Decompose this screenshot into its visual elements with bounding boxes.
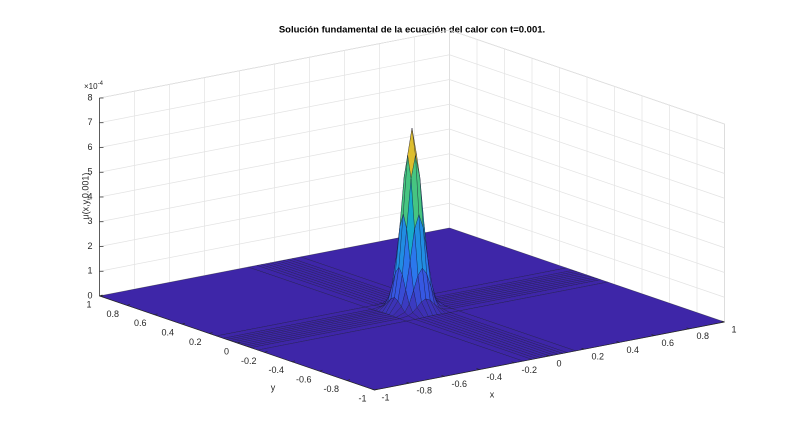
y-tick: [319, 369, 323, 372]
y-tick-label: -0.8: [323, 384, 339, 394]
y-tick: [374, 388, 378, 391]
y-tick-label: 0.8: [106, 309, 119, 319]
z-tick-label: 4: [87, 191, 92, 201]
chart-title: Solución fundamental de la ecuación del …: [279, 25, 545, 36]
x-tick-label: 0.8: [697, 331, 710, 341]
x-tick-label: 0.6: [662, 338, 675, 348]
x-tick: [546, 354, 550, 357]
x-tick: [651, 334, 655, 336]
y-tick: [154, 313, 158, 316]
y-tick-label: 0.6: [134, 318, 147, 328]
x-tick-label: -0.2: [522, 365, 538, 375]
x-tick-label: 0: [557, 358, 562, 368]
z-tick-label: 2: [87, 241, 92, 251]
z-tick-label: 6: [87, 142, 92, 152]
y-tick: [291, 360, 296, 363]
z-scale: ×10-4: [84, 81, 104, 92]
y-tick: [126, 304, 131, 306]
x-tick: [581, 347, 585, 350]
x-tick-label: 1: [732, 324, 737, 334]
y-tick-label: -0.4: [268, 365, 284, 375]
y-axis-label: y: [271, 382, 276, 392]
y-tick-label: 1: [86, 299, 91, 309]
y-tick-label: -1: [358, 393, 366, 403]
z-tick-label: 1: [87, 266, 92, 276]
z-tick-label: 0: [87, 290, 92, 300]
y-tick-label: 0: [224, 346, 229, 356]
grid-line: [99, 178, 725, 273]
y-tick-label: 0.2: [189, 337, 202, 347]
z-scale-base: ×10: [84, 82, 98, 91]
y-tick: [264, 351, 268, 353]
x-tick: [406, 381, 410, 384]
y-tick-label: 0.4: [161, 328, 174, 338]
grid-line: [99, 128, 725, 224]
x-tick: [441, 375, 445, 377]
x-tick-label: -0.6: [452, 379, 468, 389]
z-tick-label: 7: [87, 117, 92, 127]
z-tick-label: 3: [87, 216, 92, 226]
y-tick: [346, 379, 351, 381]
y-tick: [181, 322, 186, 325]
grid-line: [99, 153, 725, 249]
x-axis-label: x: [490, 389, 495, 399]
y-tick: [99, 294, 103, 297]
grid-line: [99, 29, 725, 125]
x-tick-label: -0.8: [417, 386, 433, 396]
grid-line: [99, 79, 725, 174]
z-axis-label: u(x,y,0.001): [80, 173, 90, 220]
x-tick: [511, 361, 515, 364]
x-tick-label: -0.4: [487, 372, 503, 382]
y-tick: [236, 341, 241, 344]
x-tick: [686, 327, 690, 330]
grid-line: [99, 54, 725, 150]
grid-line: [99, 202, 725, 298]
z-tick-label: 8: [87, 92, 92, 102]
x-tick: [476, 368, 480, 370]
x-tick: [371, 388, 375, 391]
x-tick: [721, 320, 725, 323]
z-scale-exponent: -4: [98, 81, 104, 87]
grid-line: [99, 103, 725, 199]
z-tick-label: 5: [87, 167, 92, 177]
y-tick-label: -0.6: [296, 375, 312, 385]
y-tick-label: -0.2: [241, 356, 257, 366]
x-tick: [616, 341, 620, 343]
y-tick: [209, 332, 213, 334]
x-tick-label: 0.4: [627, 345, 640, 355]
x-tick-label: 0.2: [592, 352, 605, 362]
x-tick-label: -1: [382, 392, 390, 402]
